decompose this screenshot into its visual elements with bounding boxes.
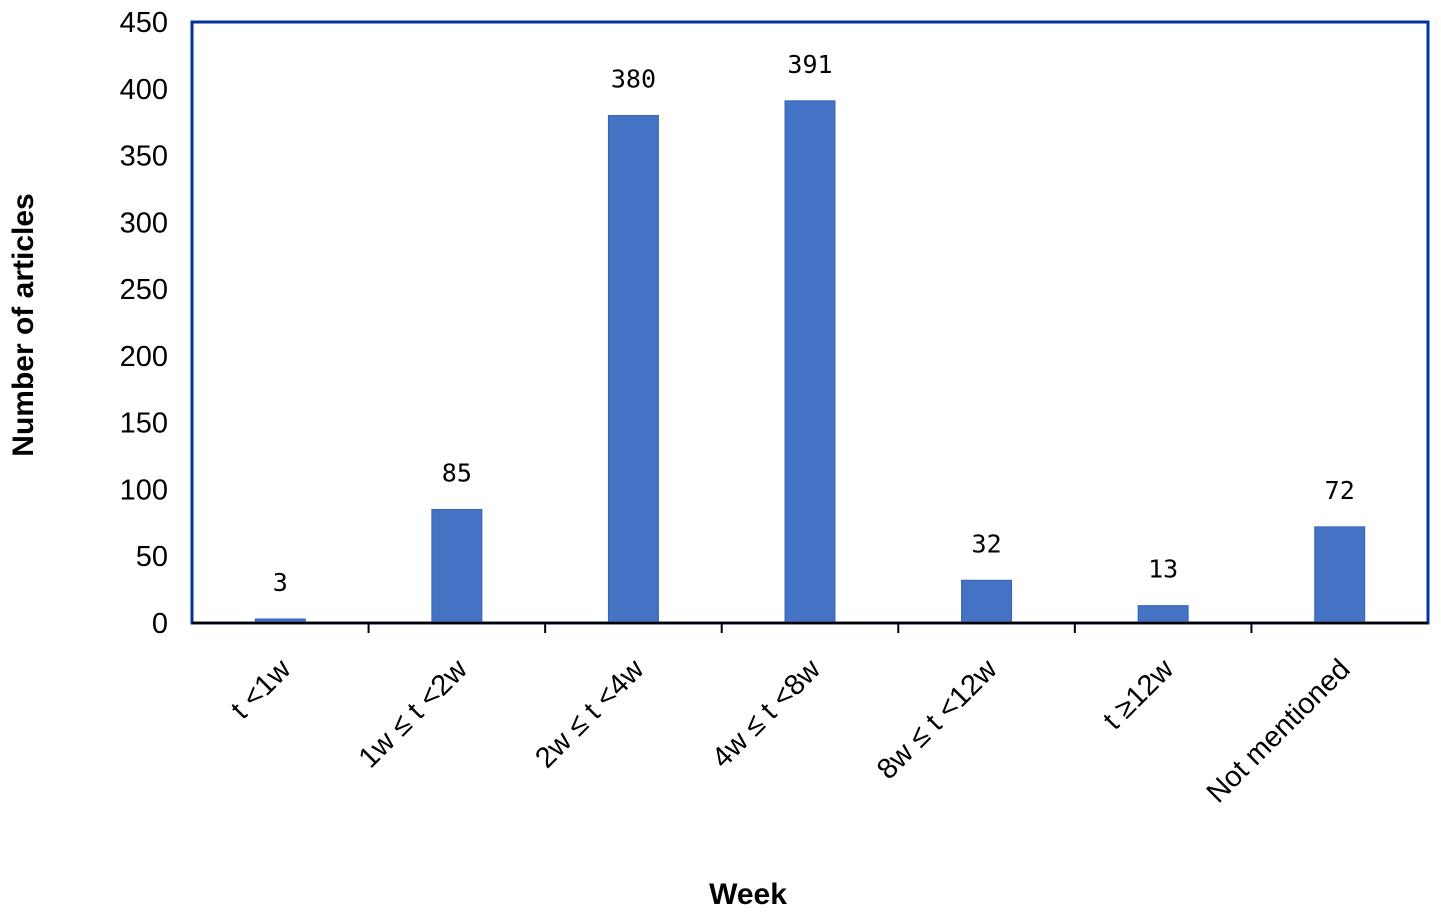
bar-data-label: 32 <box>972 529 1002 558</box>
y-tick-label: 150 <box>120 408 168 440</box>
x-ticks-group <box>367 623 1253 633</box>
y-tick-label: 300 <box>120 207 168 239</box>
y-tick-label: 0 <box>152 608 168 640</box>
bar-data-label: 380 <box>611 64 656 93</box>
x-category-label: 1w ≤ t <2w <box>353 653 475 775</box>
y-tick-labels-group: 0 50 100 150 200 250 300 350 400 450 <box>120 7 168 640</box>
bar-data-label: 85 <box>442 458 472 487</box>
bar <box>607 114 659 624</box>
bar <box>961 579 1013 624</box>
bar-data-label: 72 <box>1325 476 1355 505</box>
y-tick-label: 450 <box>120 7 168 39</box>
y-tick-label: 100 <box>120 474 168 506</box>
bar <box>431 508 483 624</box>
x-axis-title: Week <box>709 878 787 911</box>
y-tick-label: 250 <box>120 274 168 306</box>
data-labels-group: 3 85 380 391 32 13 72 <box>273 50 1355 597</box>
y-axis-title: Number of articles <box>7 193 40 456</box>
bars-group <box>254 100 1366 624</box>
x-category-label: 4w ≤ t <8w <box>706 653 828 775</box>
bar <box>1137 605 1189 624</box>
bar-data-label: 13 <box>1148 555 1178 584</box>
y-tick-label: 350 <box>120 141 168 173</box>
x-category-label: 2w ≤ t <4w <box>529 653 651 775</box>
x-category-label: Not mentioned <box>1201 653 1357 809</box>
y-tick-label: 50 <box>136 541 168 573</box>
bar-data-label: 3 <box>273 568 288 597</box>
x-category-label: t ≥12w <box>1097 653 1181 737</box>
bar <box>1314 526 1366 624</box>
bar <box>784 100 836 624</box>
y-tick-label: 200 <box>120 341 168 373</box>
x-category-label: t <1w <box>225 653 298 726</box>
x-category-label: 8w ≤ t <12w <box>871 653 1004 786</box>
x-category-labels-group: t <1w 1w ≤ t <2w 2w ≤ t <4w 4w ≤ t <8w 8w ≤ … <box>225 653 1357 810</box>
bar-data-label: 391 <box>787 50 832 79</box>
y-tick-label: 400 <box>120 74 168 106</box>
